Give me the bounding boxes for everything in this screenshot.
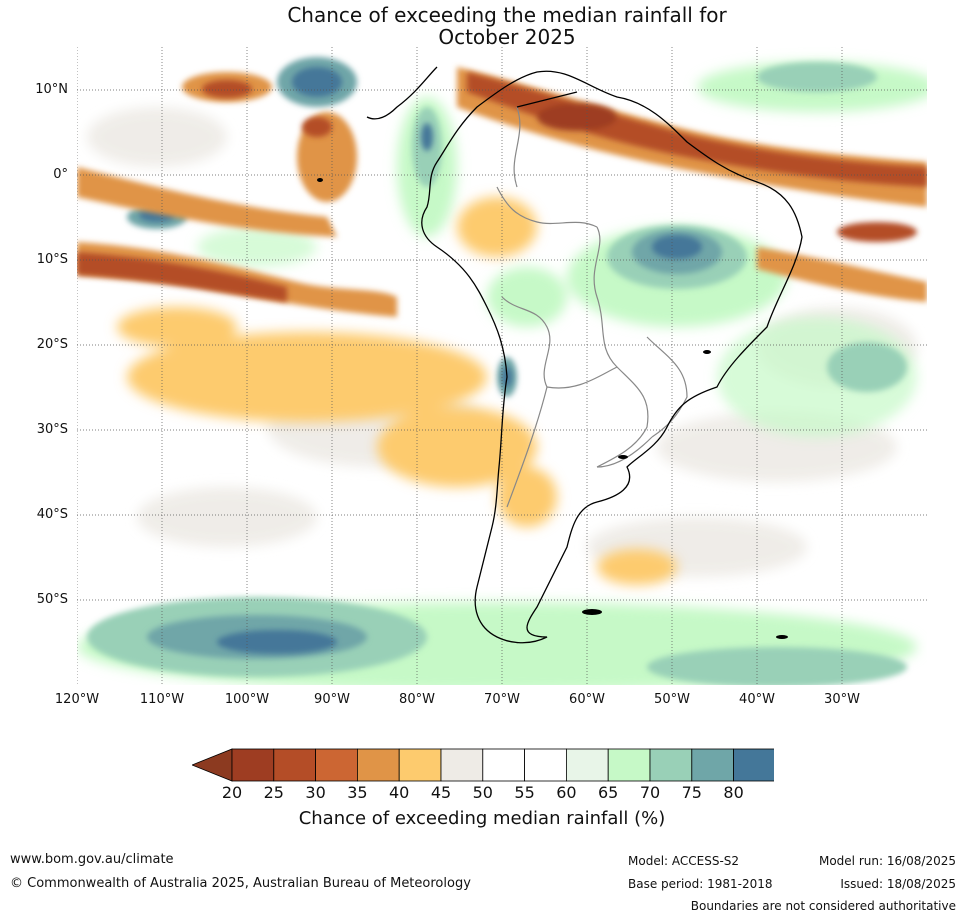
lat-label-20s: 20°S bbox=[36, 337, 68, 352]
lon-label-30w: 30°W bbox=[824, 692, 860, 707]
lat-label-0: 0° bbox=[53, 167, 68, 182]
footer-model-run: Model run: 16/08/2025 bbox=[818, 854, 956, 868]
lon-label-70w: 70°W bbox=[484, 692, 520, 707]
footer-website: www.bom.gov.au/climate bbox=[10, 852, 174, 867]
colorbar-tick-label: 55 bbox=[514, 783, 535, 802]
lat-label-50s: 50°S bbox=[36, 592, 68, 607]
islands bbox=[317, 178, 788, 639]
colorbar-segment bbox=[482, 748, 525, 782]
rainfall-map bbox=[77, 47, 927, 685]
colorbar-tick-label: 20 bbox=[221, 783, 243, 802]
lat-label-30s: 30°S bbox=[36, 422, 68, 437]
colorbar-label: Chance of exceeding median rainfall (%) bbox=[298, 808, 666, 829]
colorbar-tick-label: 70 bbox=[639, 783, 661, 802]
dry-high-regions bbox=[77, 72, 927, 302]
map-canvas bbox=[77, 47, 927, 685]
lat-label-10n: 10°N bbox=[35, 82, 68, 97]
colorbar-tick-label: 35 bbox=[347, 783, 368, 802]
colorbar-tick-label: 60 bbox=[556, 783, 577, 802]
colorbar-segment bbox=[356, 748, 400, 782]
lon-label-50w: 50°W bbox=[654, 692, 690, 707]
colorbar-tick-label: 40 bbox=[389, 783, 410, 802]
lon-label-40w: 40°W bbox=[739, 692, 775, 707]
footer-issued: Issued: 18/08/2025 bbox=[840, 877, 956, 891]
country-borders bbox=[496, 106, 688, 508]
colorbar-segment bbox=[565, 748, 609, 782]
lon-label-110w: 110°W bbox=[139, 692, 185, 707]
colorbar-tick-label: 80 bbox=[723, 783, 744, 802]
footer-copyright: © Commonwealth of Australia 2025, Austra… bbox=[10, 876, 471, 891]
footer-disclaimer: Boundaries are not considered authoritat… bbox=[690, 899, 956, 913]
lon-label-90w: 90°W bbox=[314, 692, 350, 707]
lat-label-40s: 40°S bbox=[36, 507, 68, 522]
colorbar-segment bbox=[398, 748, 442, 782]
lon-label-60w: 60°W bbox=[569, 692, 605, 707]
dry-light-regions bbox=[117, 197, 677, 585]
colorbar-tick-label: 75 bbox=[681, 783, 702, 802]
map-title: Chance of exceeding the median rainfall … bbox=[0, 4, 965, 48]
footer-model: Model: ACCESS-S2 bbox=[628, 854, 740, 868]
coastlines bbox=[366, 66, 803, 644]
colorbar-tick-label: 45 bbox=[430, 783, 452, 802]
colorbar-segment bbox=[607, 748, 651, 782]
colorbar-tick-label: 25 bbox=[263, 783, 284, 802]
colorbar-segment bbox=[231, 748, 275, 782]
colorbar-segment bbox=[315, 748, 358, 782]
lon-label-80w: 80°W bbox=[399, 692, 435, 707]
footer-base-period: Base period: 1981-2018 bbox=[628, 877, 773, 891]
colorbar-segment bbox=[440, 748, 484, 782]
colorbar-segment bbox=[649, 748, 693, 782]
title-line-2: October 2025 bbox=[438, 25, 576, 49]
colorbar-segment bbox=[691, 748, 734, 782]
lat-label-10s: 10°S bbox=[36, 252, 68, 267]
colorbar-segment bbox=[273, 748, 317, 782]
colorbar-tick-label: 30 bbox=[305, 783, 326, 802]
colorbar bbox=[192, 748, 774, 782]
colorbar-segment bbox=[524, 748, 567, 782]
lon-label-120w: 120°W bbox=[54, 692, 100, 707]
graticule bbox=[77, 47, 927, 685]
colorbar-segment bbox=[733, 748, 774, 782]
colorbar-under-arrow bbox=[192, 748, 233, 782]
title-line-1: Chance of exceeding the median rainfall … bbox=[287, 3, 727, 27]
colorbar-tick-label: 50 bbox=[472, 783, 493, 802]
colorbar-tick-label: 65 bbox=[598, 783, 619, 802]
lon-label-100w: 100°W bbox=[224, 692, 270, 707]
